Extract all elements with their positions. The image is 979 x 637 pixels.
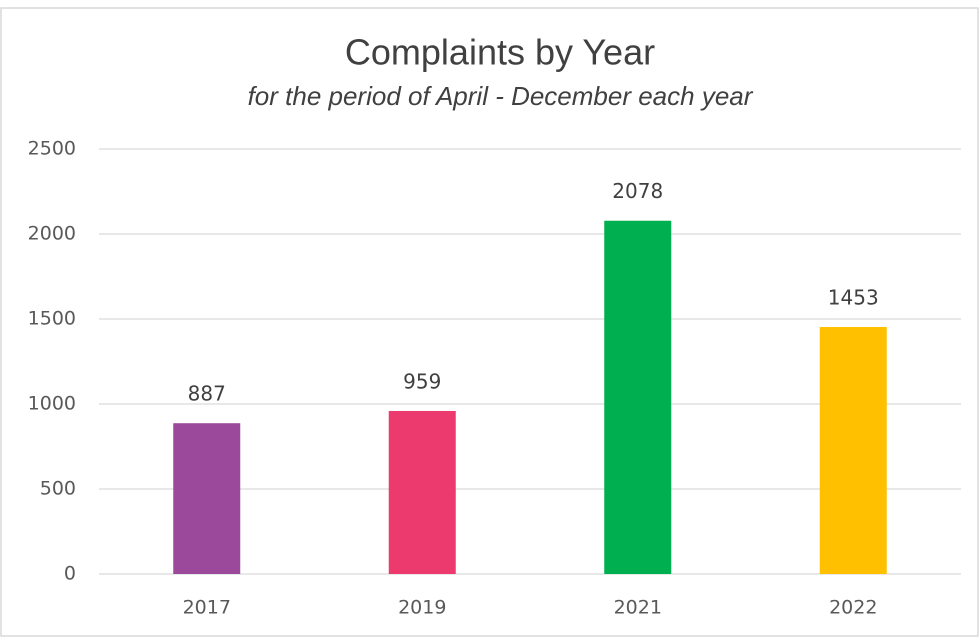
bar	[173, 423, 241, 574]
x-tick-label: 2019	[398, 597, 446, 619]
data-label: 1453	[828, 285, 879, 309]
chart-frame	[0, 7, 979, 637]
x-tick-label: 2022	[829, 597, 877, 619]
bar	[819, 326, 887, 574]
y-tick-label: 0	[64, 563, 76, 585]
x-tick-label: 2021	[614, 597, 662, 619]
y-tick-label: 1500	[28, 308, 76, 330]
data-label: 2078	[612, 179, 663, 203]
data-label: 887	[188, 382, 226, 406]
chart-title: Complaints by Year	[345, 32, 655, 73]
chart-subtitle: for the period of April - December each …	[248, 81, 754, 111]
y-tick-label: 2500	[28, 138, 76, 160]
y-tick-label: 1000	[28, 393, 76, 415]
y-tick-label: 500	[40, 478, 76, 500]
y-tick-label: 2000	[28, 223, 76, 245]
bar	[604, 220, 672, 575]
x-tick-label: 2017	[183, 597, 231, 619]
data-label: 959	[403, 369, 441, 393]
bar	[388, 410, 456, 574]
